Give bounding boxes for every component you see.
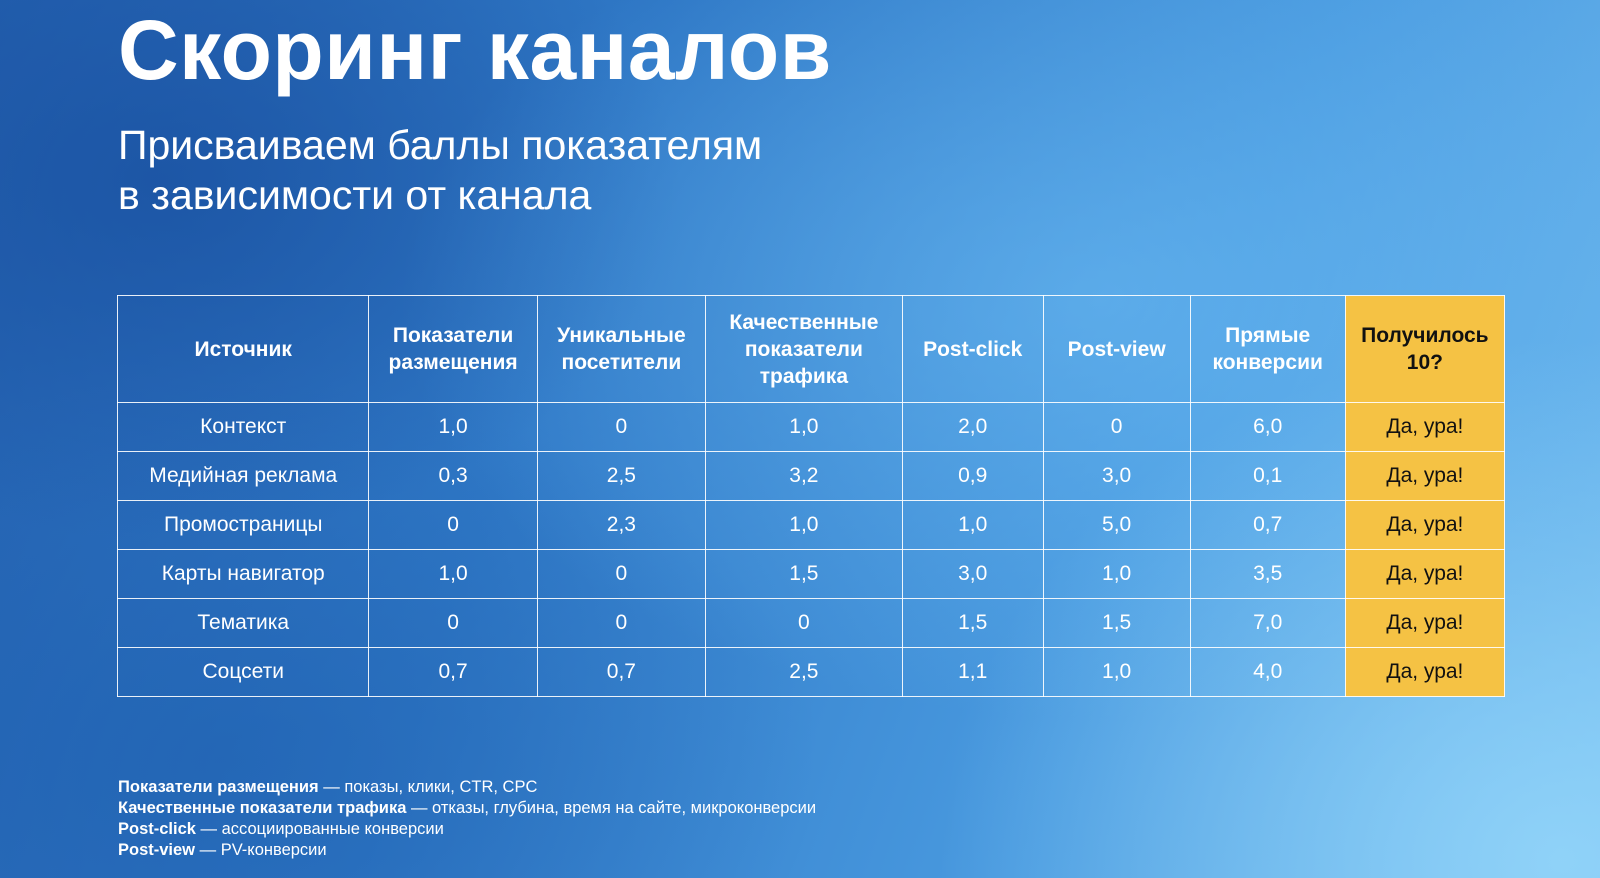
cell-unique-visitors: 0 xyxy=(536,598,707,648)
cell-placement: 0,7 xyxy=(368,647,538,697)
cell-traffic-quality: 2,5 xyxy=(705,647,903,697)
cell-traffic-quality: 0 xyxy=(705,598,903,648)
cell-traffic-quality: 1,5 xyxy=(705,549,903,599)
footnote-desc: — отказы, глубина, время на сайте, микро… xyxy=(406,799,817,817)
cell-unique-visitors: 2,3 xyxy=(536,500,707,550)
cell-traffic-quality: 1,0 xyxy=(705,402,903,452)
column-header-unique-visitors: Уникальные посетители xyxy=(536,295,707,403)
cell-source: Контекст xyxy=(116,402,370,452)
footnote-term: Показатели размещения xyxy=(118,778,319,796)
footnote: Качественные показатели трафика — отказы… xyxy=(118,798,816,819)
slide-title: Скоринг каналов xyxy=(118,3,832,97)
cell-unique-visitors: 0,7 xyxy=(536,647,707,697)
cell-post-click: 1,0 xyxy=(901,500,1044,550)
cell-direct-conversions: 6,0 xyxy=(1189,402,1346,452)
column-header-direct-conversions: Прямые конверсии xyxy=(1189,295,1346,403)
column-header-traffic-quality: Качественные показатели трафика xyxy=(705,295,903,403)
table-row: Тематика 0 0 0 1,5 1,5 7,0 Да, ура! xyxy=(116,598,1506,648)
cell-source: Промостраницы xyxy=(116,500,370,550)
cell-post-click: 1,5 xyxy=(901,598,1044,648)
cell-direct-conversions: 3,5 xyxy=(1189,549,1346,599)
column-header-placement: Показатели размещения xyxy=(368,295,538,403)
table-row: Промостраницы 0 2,3 1,0 1,0 5,0 0,7 Да, ура! xyxy=(116,500,1506,550)
footnote: Post-click — ассоциированные конверсии xyxy=(118,819,816,840)
cell-got-ten: Да, ура! xyxy=(1344,451,1506,501)
cell-post-click: 0,9 xyxy=(901,451,1044,501)
footnote-desc: — показы, клики, CTR, CPC xyxy=(318,778,538,796)
cell-post-click: 2,0 xyxy=(901,402,1044,452)
cell-post-view: 1,0 xyxy=(1042,549,1191,599)
column-header-got-ten: Получилось 10? xyxy=(1344,295,1506,403)
cell-unique-visitors: 2,5 xyxy=(536,451,707,501)
channel-scoring-table: Источник Показатели размещения Уникальны… xyxy=(116,295,1506,697)
table-row: Контекст 1,0 0 1,0 2,0 0 6,0 Да, ура! xyxy=(116,402,1506,452)
table-row: Соцсети 0,7 0,7 2,5 1,1 1,0 4,0 Да, ура! xyxy=(116,647,1506,697)
cell-source: Соцсети xyxy=(116,647,370,697)
column-header-post-click: Post-click xyxy=(901,295,1044,403)
cell-source: Медийная реклама xyxy=(116,451,370,501)
cell-got-ten: Да, ура! xyxy=(1344,647,1506,697)
footnote-term: Post-view xyxy=(118,841,196,859)
cell-post-click: 3,0 xyxy=(901,549,1044,599)
cell-source: Тематика xyxy=(116,598,370,648)
table-row: Карты навигатор 1,0 0 1,5 3,0 1,0 3,5 Да, ура! xyxy=(116,549,1506,599)
table-row: Медийная реклама 0,3 2,5 3,2 0,9 3,0 0,1 Да, ур… xyxy=(116,451,1506,501)
column-header-post-view: Post-view xyxy=(1042,295,1191,403)
cell-direct-conversions: 0,1 xyxy=(1189,451,1346,501)
cell-placement: 0,3 xyxy=(368,451,538,501)
subtitle-line: Присваиваем баллы показателям xyxy=(118,122,763,168)
footnote-desc: — ассоциированные конверсии xyxy=(195,820,444,838)
cell-traffic-quality: 3,2 xyxy=(705,451,903,501)
table-header-row: Источник Показатели размещения Уникальны… xyxy=(116,295,1506,403)
cell-direct-conversions: 0,7 xyxy=(1189,500,1346,550)
footnotes: Показатели размещения — показы, клики, C… xyxy=(118,777,816,861)
cell-unique-visitors: 0 xyxy=(536,549,707,599)
slide-subtitle: Присваиваем баллы показателям в зависимо… xyxy=(118,120,762,220)
cell-got-ten: Да, ура! xyxy=(1344,598,1506,648)
table-body: Контекст 1,0 0 1,0 2,0 0 6,0 Да, ура! Медийная р… xyxy=(116,402,1506,697)
cell-placement: 0 xyxy=(368,500,538,550)
footnote: Post-view — PV-конверсии xyxy=(118,840,816,861)
cell-direct-conversions: 7,0 xyxy=(1189,598,1346,648)
cell-source: Карты навигатор xyxy=(116,549,370,599)
column-header-source: Источник xyxy=(116,295,370,403)
cell-post-view: 1,0 xyxy=(1042,647,1191,697)
cell-traffic-quality: 1,0 xyxy=(705,500,903,550)
cell-unique-visitors: 0 xyxy=(536,402,707,452)
cell-got-ten: Да, ура! xyxy=(1344,549,1506,599)
footnote-desc: — PV-конверсии xyxy=(195,841,327,859)
cell-post-view: 5,0 xyxy=(1042,500,1191,550)
cell-placement: 1,0 xyxy=(368,402,538,452)
cell-got-ten: Да, ура! xyxy=(1344,500,1506,550)
footnote-term: Post-click xyxy=(118,820,196,838)
cell-placement: 0 xyxy=(368,598,538,648)
cell-post-click: 1,1 xyxy=(901,647,1044,697)
cell-post-view: 1,5 xyxy=(1042,598,1191,648)
cell-got-ten: Да, ура! xyxy=(1344,402,1506,452)
cell-post-view: 3,0 xyxy=(1042,451,1191,501)
subtitle-line: в зависимости от канала xyxy=(118,172,592,218)
footnote: Показатели размещения — показы, клики, C… xyxy=(118,777,816,798)
cell-placement: 1,0 xyxy=(368,549,538,599)
cell-post-view: 0 xyxy=(1042,402,1191,452)
cell-direct-conversions: 4,0 xyxy=(1189,647,1346,697)
footnote-term: Качественные показатели трафика xyxy=(118,799,407,817)
